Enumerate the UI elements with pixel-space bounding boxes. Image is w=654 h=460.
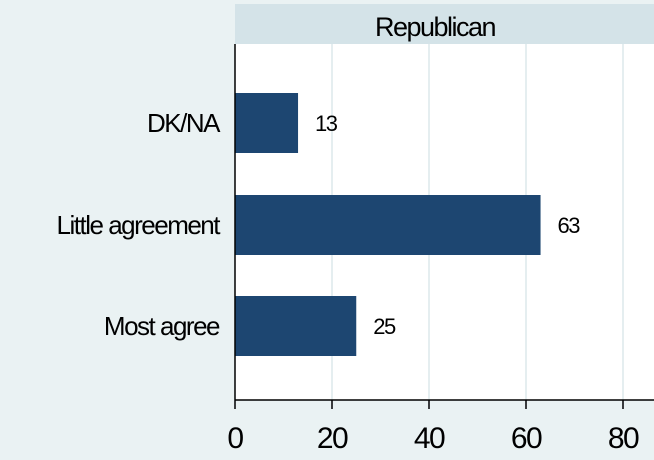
bar (235, 93, 299, 153)
bar (235, 296, 357, 356)
x-tick-label: 20 (317, 422, 348, 455)
panel-header (235, 4, 654, 44)
data-label: 13 (315, 111, 338, 136)
data-labels: 13 63 25 (315, 111, 582, 339)
x-tick-label: 0 (227, 422, 243, 455)
x-axis-ticks: 0 20 40 60 80 (227, 400, 640, 455)
data-label: 25 (373, 314, 396, 339)
bar (235, 195, 541, 255)
data-label: 63 (558, 213, 581, 238)
category-labels: DK/NA Little agreement Most agree (57, 108, 223, 341)
category-label: DK/NA (147, 108, 221, 138)
category-label: Little agreement (57, 210, 222, 240)
x-tick-label: 60 (511, 422, 542, 455)
category-label: Most agree (104, 311, 220, 341)
bars (235, 93, 541, 356)
x-tick-label: 80 (608, 422, 639, 455)
x-tick-label: 40 (414, 422, 445, 455)
panel-title: Republican (375, 12, 496, 42)
